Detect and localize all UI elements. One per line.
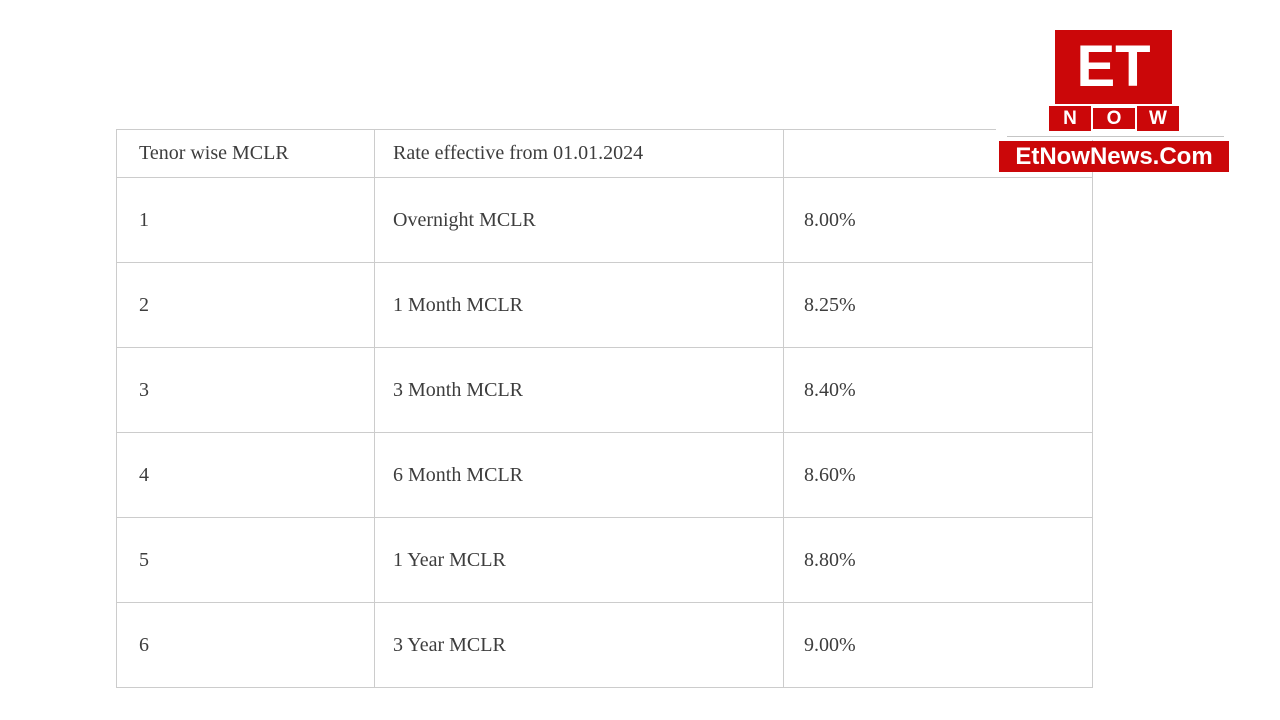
cell-rate: 8.60%	[783, 432, 1093, 518]
now-letter-w: W	[1137, 106, 1179, 131]
cell-tenor: 1 Month MCLR	[374, 262, 784, 348]
table-row: 2 1 Month MCLR 8.25%	[116, 262, 1093, 348]
cell-tenor: 6 Month MCLR	[374, 432, 784, 518]
cell-rate: 8.25%	[783, 262, 1093, 348]
cell-rate: 8.40%	[783, 347, 1093, 433]
table-row: 1 Overnight MCLR 8.00%	[116, 177, 1093, 263]
cell-tenor: 1 Year MCLR	[374, 517, 784, 603]
cell-sno: 5	[116, 517, 375, 603]
etnownews-watermark-banner: EtNowNews.Com	[999, 141, 1229, 172]
mclr-rates-table: Tenor wise MCLR Rate effective from 01.0…	[116, 129, 1093, 688]
table-header-row: Tenor wise MCLR Rate effective from 01.0…	[116, 129, 1093, 178]
table-row: 4 6 Month MCLR 8.60%	[116, 432, 1093, 518]
header-tenor-wise-mclr: Tenor wise MCLR	[116, 129, 375, 178]
table-row: 6 3 Year MCLR 9.00%	[116, 602, 1093, 688]
cell-sno: 2	[116, 262, 375, 348]
et-logo-text: ET	[1076, 34, 1151, 99]
cell-sno: 6	[116, 602, 375, 688]
now-letter-o: O	[1091, 106, 1137, 131]
et-now-logo: ET	[1055, 30, 1172, 104]
header-rate-effective-date: Rate effective from 01.01.2024	[374, 129, 784, 178]
cell-sno: 4	[116, 432, 375, 518]
cell-sno: 1	[116, 177, 375, 263]
cell-rate: 8.80%	[783, 517, 1093, 603]
banner-top-divider	[1007, 136, 1224, 137]
et-now-logo-now-band: N O W	[1049, 106, 1179, 131]
cell-tenor: 3 Year MCLR	[374, 602, 784, 688]
cell-sno: 3	[116, 347, 375, 433]
cell-rate: 9.00%	[783, 602, 1093, 688]
cell-rate: 8.00%	[783, 177, 1093, 263]
table-row: 3 3 Month MCLR 8.40%	[116, 347, 1093, 433]
table-row: 5 1 Year MCLR 8.80%	[116, 517, 1093, 603]
cell-tenor: Overnight MCLR	[374, 177, 784, 263]
etnownews-banner-text: EtNowNews.Com	[1015, 142, 1213, 170]
cell-tenor: 3 Month MCLR	[374, 347, 784, 433]
now-letter-n: N	[1049, 106, 1091, 131]
